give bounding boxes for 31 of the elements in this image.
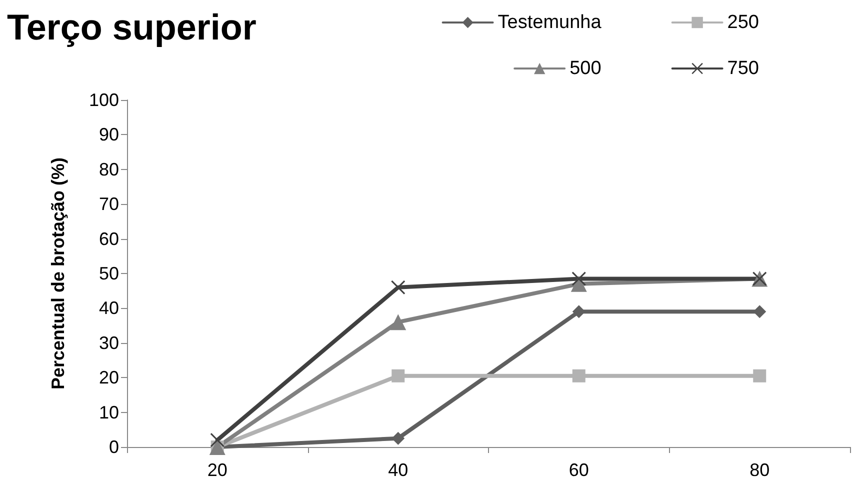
point bbox=[392, 432, 405, 445]
point bbox=[210, 433, 224, 448]
y-tick-label: 30 bbox=[98, 332, 119, 353]
point bbox=[572, 272, 586, 286]
x-tick-label: 20 bbox=[207, 460, 228, 480]
point bbox=[753, 305, 766, 318]
y-tick-label: 90 bbox=[98, 124, 119, 145]
y-axis-title: Percentual de brotação (%) bbox=[48, 157, 68, 390]
y-tick-label: 80 bbox=[98, 159, 119, 180]
y-tick-label: 60 bbox=[98, 228, 119, 249]
x-tick-label: 60 bbox=[568, 460, 589, 480]
point bbox=[572, 369, 586, 382]
y-tick-label: 10 bbox=[98, 402, 119, 422]
legend-label: 500 bbox=[570, 58, 602, 79]
y-tick-label: 50 bbox=[98, 264, 119, 284]
point bbox=[572, 305, 586, 318]
x-tick-label: 80 bbox=[750, 460, 770, 480]
legend-label: Testemunha bbox=[498, 12, 602, 33]
point bbox=[753, 369, 766, 382]
chart-title: Terço superior bbox=[7, 6, 256, 48]
legend-label: 250 bbox=[727, 12, 759, 33]
y-tick-label: 100 bbox=[88, 90, 119, 110]
y-tick-label: 70 bbox=[98, 194, 119, 214]
point bbox=[392, 369, 405, 382]
point bbox=[391, 280, 406, 294]
y-tick-label: 0 bbox=[108, 437, 119, 457]
legend-label: 750 bbox=[727, 58, 759, 79]
y-tick-label: 20 bbox=[98, 368, 119, 388]
x-tick-label: 40 bbox=[388, 460, 408, 480]
y-tick-label: 40 bbox=[98, 298, 119, 318]
point bbox=[390, 314, 406, 330]
